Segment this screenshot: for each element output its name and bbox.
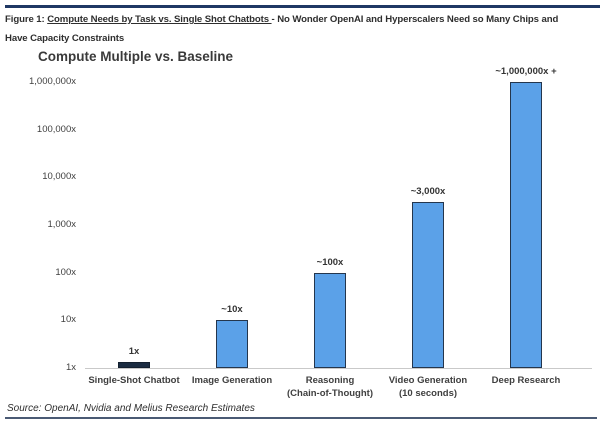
x-axis-line [85,368,592,369]
x-axis-category-label: Deep Research [491,375,561,386]
x-axis-category-label: Video Generation (10 seconds) [388,375,468,399]
y-axis-tick-label: 10,000x [42,171,76,183]
bar-value-label: 1x [128,346,140,357]
chart-title: Compute Multiple vs. Baseline [38,49,234,64]
bar [314,272,346,368]
figure-caption-rest: - No Wonder OpenAI and Hyperscalers Need… [271,14,559,25]
x-axis-category-label: Image Generation [191,375,273,386]
bar [510,82,542,368]
bar [412,202,444,368]
y-axis-tick-label: 1,000x [47,219,76,230]
source-attribution: Source: OpenAI, Nvidia and Melius Resear… [7,403,255,414]
bar [216,320,248,368]
y-axis-tick-label: 1,000,000x [28,76,76,87]
figure-caption-line1: Figure 1: Compute Needs by Task vs. Sing… [5,10,605,29]
x-axis-category-label: Reasoning (Chain-of-Thought) [287,375,373,399]
figure-caption: Figure 1: Compute Needs by Task vs. Sing… [5,10,605,48]
figure-caption-line2: Have Capacity Constraints [5,33,125,44]
top-divider-rule [5,5,600,8]
bar [118,362,150,368]
figure-number: Figure 1: [5,14,48,25]
bar-value-label: ~3,000x [410,186,446,198]
y-axis-tick-label: 100x [55,266,76,278]
y-axis-tick-label: 100,000x [36,123,76,135]
bar-value-label: ~100x [316,256,344,268]
bar-value-label: ~10x [221,304,243,316]
bottom-divider-rule [5,417,597,419]
bar-value-label: ~1,000,000x + [495,66,557,77]
x-axis-category-label: Single-Shot Chatbot [88,375,180,386]
figure-caption-underlined: Compute Needs by Task vs. Single Shot Ch… [47,14,272,25]
y-axis-tick-label: 10x [60,314,76,326]
y-axis-tick-label: 1x [65,362,76,373]
